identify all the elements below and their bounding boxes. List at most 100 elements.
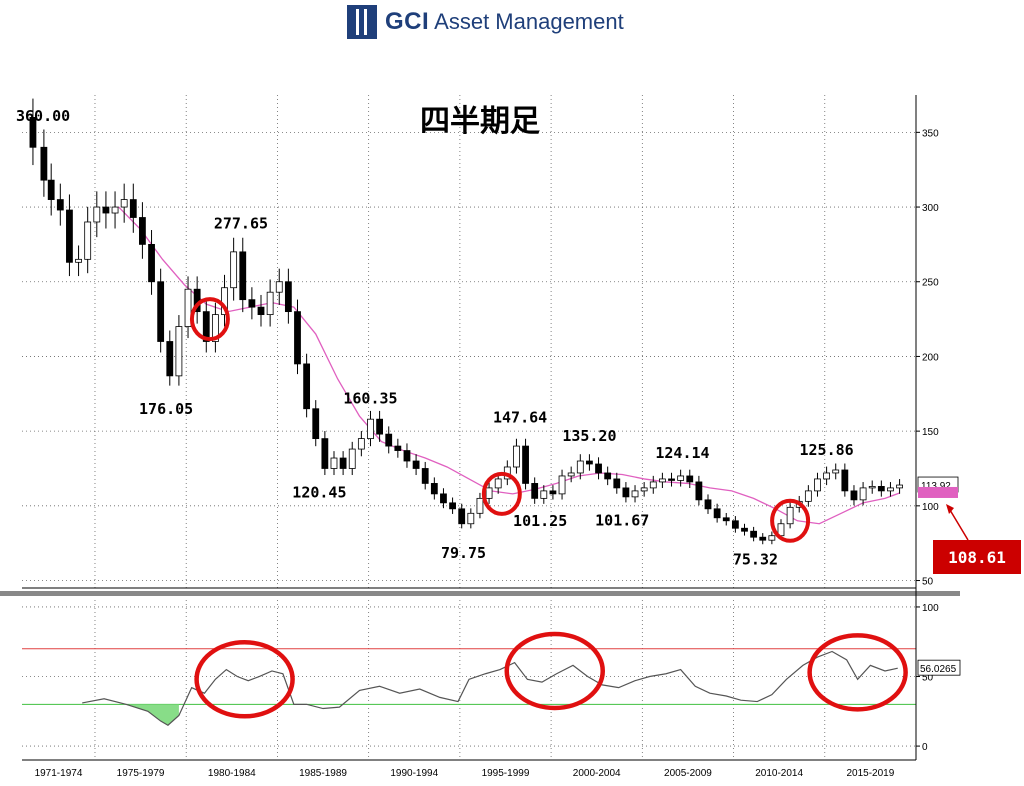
candle-body [677, 475, 685, 481]
candle-body [513, 445, 520, 468]
oscillator-panel: 56.0265 [82, 650, 961, 726]
candle-body [540, 490, 548, 499]
callout-arrowhead [946, 504, 954, 514]
oscillator-last-box [917, 659, 961, 676]
candle-body [294, 311, 301, 365]
candle-body [102, 206, 110, 214]
x-tick-label: 1995-1999 [482, 768, 530, 779]
candle-body [239, 251, 247, 301]
candle-body [430, 483, 438, 495]
callout-pointer [949, 509, 969, 541]
price-tick-label: 50 [922, 577, 934, 588]
candle-body [868, 486, 876, 489]
candle-body [850, 490, 858, 501]
oscillator-highlight-circle [194, 640, 295, 719]
candle-body [339, 457, 347, 469]
price-annotation: 124.14 [655, 444, 709, 462]
price-annotation: 120.45 [292, 483, 346, 501]
candle-body [120, 199, 128, 208]
candle-body [111, 206, 119, 214]
oversold-fill [125, 704, 179, 726]
candle-body [485, 487, 493, 499]
candle-body [330, 457, 338, 469]
candle-body [66, 209, 73, 263]
candle-body [175, 326, 183, 377]
candle-body [321, 438, 329, 469]
candle-body [832, 469, 840, 474]
brand-name: GCI [385, 8, 430, 35]
price-tick-label: 250 [922, 278, 939, 289]
candle-body [303, 363, 311, 410]
candlestick-series [29, 98, 903, 545]
candle-body [421, 468, 429, 484]
candle-body [449, 502, 456, 510]
price-highlight-circle [189, 297, 230, 342]
oscillator-line [82, 650, 898, 726]
ma-callout-label: 108.61 [948, 548, 1006, 567]
price-annotation: 75.32 [733, 551, 778, 569]
price-highlight-circle [481, 471, 522, 516]
candle-body [741, 527, 748, 532]
candle-body [695, 481, 703, 501]
osc-tick-label: 50 [922, 673, 934, 684]
candle-body [859, 487, 867, 501]
candle-body [640, 487, 648, 492]
price-annotation: 101.67 [595, 511, 649, 529]
price-annotation: 101.25 [513, 512, 567, 530]
candle-body [211, 314, 219, 342]
candle-body [129, 199, 137, 218]
x-tick-label: 2000-2004 [573, 768, 621, 779]
candle-body [139, 217, 146, 245]
candle-body [348, 448, 356, 469]
candle-body [257, 306, 265, 316]
candle-body [631, 490, 639, 498]
candle-body [704, 499, 712, 510]
x-tick-label: 1990-1994 [390, 768, 438, 779]
candle-body [367, 418, 374, 440]
candle-body [458, 508, 466, 525]
candle-body [248, 299, 256, 308]
candle-body [558, 475, 566, 495]
candle-body [549, 490, 557, 495]
candle-body [40, 146, 48, 181]
candle-body [768, 535, 776, 541]
candle-body [622, 487, 630, 498]
last-price-label: 113.92 [921, 481, 951, 492]
candle-body [576, 460, 584, 474]
price-annotation: 360.00 [16, 107, 70, 125]
candle-body [686, 475, 694, 483]
candle-body [148, 243, 155, 283]
x-tick-label: 1980-1984 [208, 768, 256, 779]
candle-body [84, 221, 92, 260]
candle-body [658, 478, 666, 483]
candle-body [403, 450, 411, 462]
candle-body [29, 117, 37, 148]
ma-last-box [918, 486, 958, 498]
candle-body [531, 483, 539, 499]
candle-body [284, 281, 292, 313]
price-annotation: 79.75 [441, 544, 486, 562]
candle-body [467, 512, 475, 525]
candle-body [184, 288, 192, 327]
candle-body [376, 418, 384, 435]
x-tick-label: 2005-2009 [664, 768, 712, 779]
candle-body [649, 481, 657, 489]
price-tick-label: 350 [922, 128, 939, 139]
candle-body [440, 493, 447, 504]
candle-body [823, 472, 830, 480]
price-annotation: 176.05 [139, 400, 193, 418]
gci-logo-icon [347, 5, 377, 39]
candle-body [759, 536, 767, 541]
x-tick-label: 1975-1979 [117, 768, 165, 779]
candle-body [47, 179, 55, 200]
ma-callout-box [933, 540, 1021, 574]
candle-body [75, 258, 82, 263]
candle-body [412, 460, 420, 469]
axes: 1971-1974 1975-1979 1980-1984 1985-1989 1990… [0, 95, 960, 779]
candle-body [722, 517, 730, 522]
candle-body [731, 520, 739, 529]
osc-tick-label: 0 [922, 742, 928, 753]
x-tick-label: 1971-1974 [35, 768, 83, 779]
candle-body [595, 463, 602, 474]
